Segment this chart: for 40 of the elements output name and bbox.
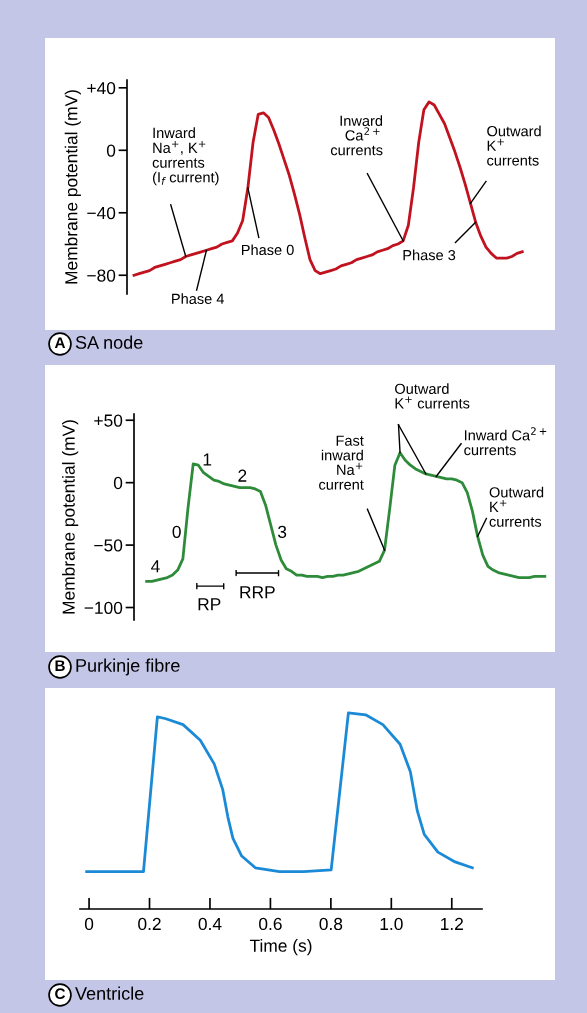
y-axis-title: Membrane potential (mV) — [64, 90, 81, 284]
annotation: RP — [198, 598, 221, 611]
text: C — [55, 988, 66, 1000]
y-tick-label: 0 — [113, 476, 123, 490]
annotation: Outward K$^{+}$ currents — [489, 486, 544, 527]
text: SA node — [75, 335, 143, 349]
y-tick-label: +50 — [94, 414, 123, 427]
annotation: 3 — [277, 525, 287, 539]
x-tick-label: 0.2 — [138, 917, 161, 931]
annotation: Fast inward Na$^{+}$ current — [319, 435, 364, 490]
text: Purkinje fibre — [76, 658, 180, 676]
x-tick-label: 0.4 — [198, 917, 222, 931]
x-tick-label: 1.2 — [441, 917, 463, 930]
annotation: Inward Ca$^{2+}$ currents — [330, 115, 383, 156]
y-tick-label: +40 — [87, 81, 116, 95]
annotation: 0 — [172, 525, 181, 539]
annotation: RRP — [240, 586, 275, 599]
annotation: 2 — [238, 469, 247, 482]
y-tick-label: −50 — [94, 539, 123, 552]
y-tick-label: −100 — [84, 601, 123, 614]
y-tick-label: −80 — [87, 269, 116, 282]
x-tick-label: 0.8 — [319, 917, 343, 931]
text: A — [54, 337, 66, 348]
y-tick-label: −40 — [87, 206, 116, 220]
x-tick-label: 1.0 — [380, 917, 403, 931]
annotation: 1 — [203, 453, 212, 466]
annotation: 4 — [151, 560, 160, 573]
text: Ventricle — [75, 986, 144, 1000]
text: Inward Na$^{+}$, K$^{+}$ currents (I$_{f}$ current) — [152, 127, 219, 186]
annotation: Phase 0 — [241, 244, 294, 256]
x-axis-title: Time (s) — [249, 939, 312, 956]
text: Outward K$^{+}$ currents — [395, 383, 470, 409]
text: Inward Ca$^{2+}$ currents — [464, 427, 547, 456]
x-tick-label: 0.6 — [259, 917, 282, 931]
y-tick-label: 0 — [106, 144, 116, 157]
annotation: Phase 4 — [172, 293, 224, 305]
annotation: Outward K$^{+}$ currents — [487, 125, 541, 166]
text: B — [55, 660, 65, 671]
y-axis-title: Membrane potential (mV) — [62, 420, 79, 614]
annotation: Phase 3 — [403, 249, 456, 261]
